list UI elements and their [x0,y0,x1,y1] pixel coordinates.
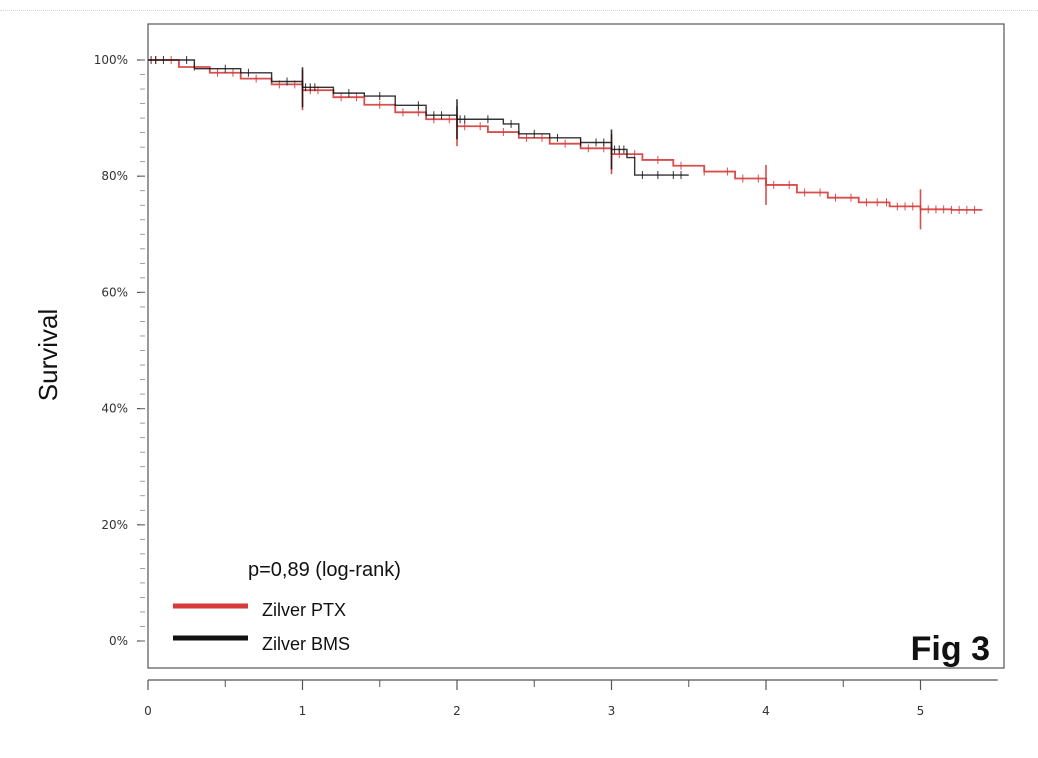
figure-label: Fig 3 [911,630,990,668]
series-line-zilver-bms [148,59,689,176]
x-tick-label: 5 [917,704,925,718]
x-tick-label: 4 [762,704,770,718]
y-axis-label: Survival [33,309,63,401]
y-tick-label: 100% [94,53,128,67]
series-layer [148,56,983,230]
series-line-zilver-ptx [148,59,983,211]
legend-label-zilver-bms: Zilver BMS [262,634,350,654]
y-tick-label: 20% [101,518,128,532]
y-tick-label: 0% [109,634,128,648]
y-axis: 0% 20% 40% 60% 80% 100% [94,53,145,648]
plot-frame [147,23,1005,669]
x-tick-label: 3 [608,704,616,718]
top-divider [0,10,1038,11]
p-value-annotation: p=0,89 (log-rank) [248,559,401,581]
x-tick-label: 2 [453,704,461,718]
y-tick-label: 40% [101,402,128,416]
x-axis: 0 1 2 3 4 5 [144,679,998,718]
y-tick-label: 60% [101,285,128,299]
x-tick-label: 0 [144,704,152,718]
legend: Zilver PTX Zilver BMS [173,600,350,654]
x-tick-label: 1 [299,704,307,718]
y-tick-label: 80% [101,169,128,183]
legend-label-zilver-ptx: Zilver PTX [262,600,346,620]
